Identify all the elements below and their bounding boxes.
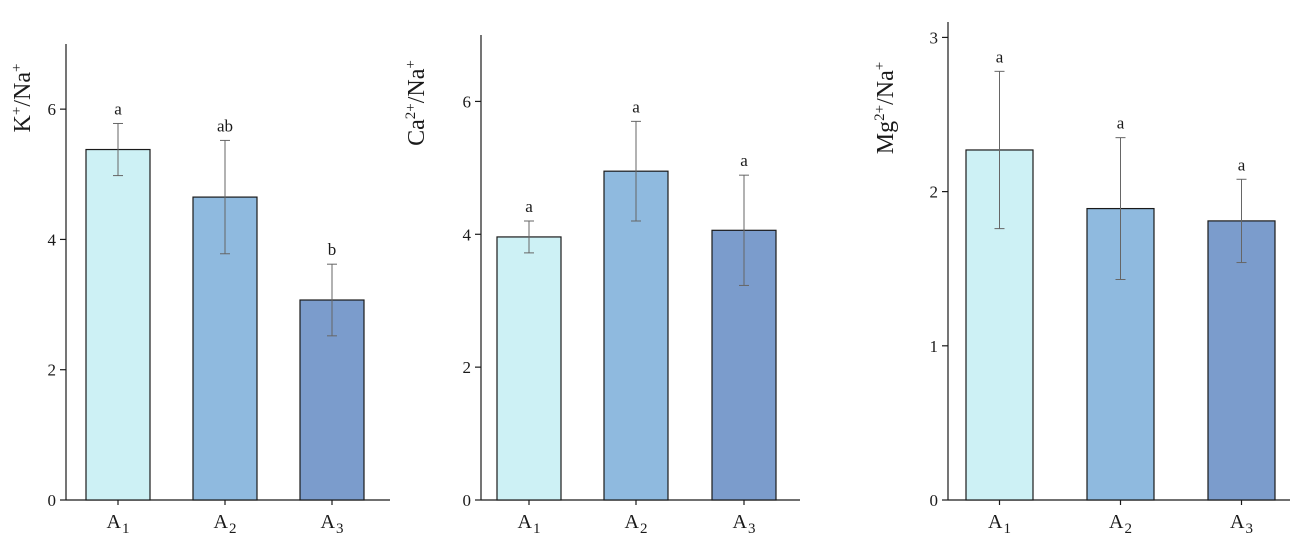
y-tick-label: 0	[930, 491, 939, 510]
y-axis-label: K+/Na+	[9, 64, 36, 133]
y-tick-label: 2	[48, 361, 57, 380]
significance-letter: b	[328, 240, 337, 259]
bar	[85, 148, 151, 501]
y-axis-label: Ca2+/Na+	[403, 60, 430, 146]
bar	[496, 236, 562, 501]
y-tick-label: 6	[48, 100, 57, 119]
bar	[603, 170, 669, 501]
x-tick-label: A1	[518, 511, 541, 537]
x-tick-label: A3	[1230, 511, 1253, 537]
bar	[1207, 220, 1276, 501]
significance-letter: a	[1238, 155, 1246, 174]
y-tick-label: 1	[930, 337, 939, 356]
significance-letter: a	[632, 97, 640, 116]
x-tick-label: A1	[107, 511, 130, 537]
significance-letter: a	[1117, 114, 1125, 133]
y-tick-label: 6	[463, 92, 472, 111]
significance-letter: a	[525, 197, 533, 216]
y-tick-label: 0	[48, 491, 57, 510]
x-tick-label: A2	[1109, 511, 1132, 537]
y-tick-label: 4	[48, 230, 57, 249]
y-tick-label: 2	[930, 183, 939, 202]
x-tick-label: A2	[214, 511, 237, 537]
x-tick-label: A3	[321, 511, 344, 537]
y-tick-label: 2	[463, 358, 472, 377]
x-tick-label: A1	[988, 511, 1011, 537]
x-tick-label: A2	[625, 511, 648, 537]
significance-letter: a	[114, 99, 122, 118]
significance-letter: a	[740, 151, 748, 170]
y-tick-label: 0	[463, 491, 472, 510]
chart-panel-2: 0 2 4 6 a A1 a A2 a A3 Ca2+/Na+	[403, 35, 800, 537]
chart-panel-3: 0 1 2 3 a A1 a A2 a A3 Mg2+/Na+	[872, 22, 1290, 537]
y-tick-label: 3	[930, 28, 939, 47]
x-tick-label: A3	[733, 511, 756, 537]
y-axis-label: Mg2+/Na+	[872, 62, 899, 154]
significance-letter: a	[996, 47, 1004, 66]
significance-letter: ab	[217, 116, 233, 135]
y-tick-label: 4	[463, 225, 472, 244]
chart-panel-1: 0 2 4 6 a A1 ab A2 b A3 K+/Na+	[9, 44, 390, 537]
